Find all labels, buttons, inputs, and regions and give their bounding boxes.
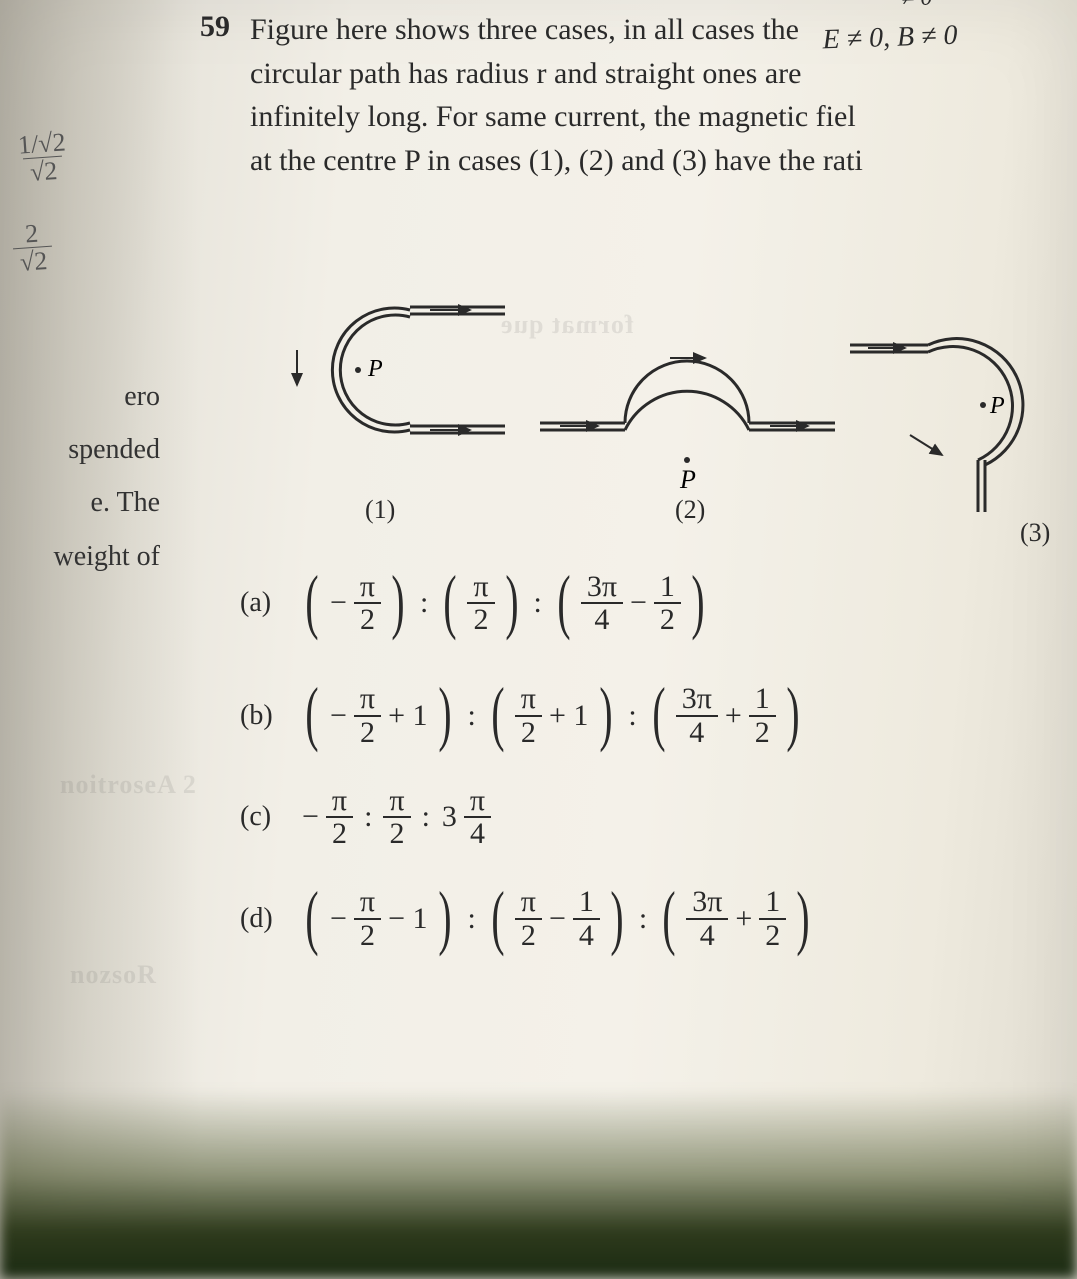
left-shadow	[0, 0, 200, 1279]
figure-3: P	[850, 339, 1023, 512]
handwritten-margin-2: 2√2	[8, 218, 57, 277]
option-a: (a) ( − π2 ) : ( π2 ) : ( 3π4 − 12 )	[240, 560, 817, 646]
foreground-blur	[0, 1089, 1077, 1279]
option-label: (b)	[240, 699, 298, 733]
left-fragment: ero	[0, 370, 160, 423]
page: ≠ 0 E ≠ 0, B ≠ 0 1/√2√2 2√2 59 Figure he…	[0, 0, 1077, 1279]
question-line: at the centre P in cases (1), (2) and (3…	[250, 144, 863, 177]
left-fragment: weight of	[0, 530, 160, 583]
p-label: P	[989, 393, 1005, 419]
p-label: P	[367, 356, 383, 382]
question-text: Figure here shows three cases, in all ca…	[250, 8, 1050, 182]
figure-1: P	[297, 307, 505, 433]
option-d: (d) ( − π2 − 1 ) : ( π2 − 14 ) : ( 3π4 +…	[240, 876, 817, 962]
figure-label-3: (3)	[1020, 518, 1050, 548]
p-label: P	[679, 465, 696, 494]
question-line: circular path has radius r and straight …	[250, 57, 801, 90]
option-label: (a)	[240, 586, 298, 620]
figure-2: P	[540, 358, 835, 494]
figure-label-2: (2)	[675, 495, 705, 525]
option-b: (b) ( − π2 + 1 ) : ( π2 + 1 ) : ( 3π4 + …	[240, 672, 817, 758]
question-number: 59	[200, 10, 230, 44]
figure-row: P P	[230, 250, 1060, 520]
figure-label-1: (1)	[365, 495, 395, 525]
question-line: Figure here shows three cases, in all ca…	[250, 13, 799, 46]
options-block: (a) ( − π2 ) : ( π2 ) : ( 3π4 − 12 ) (b)…	[240, 560, 817, 988]
handwritten-margin-1: 1/√2√2	[8, 128, 77, 188]
option-c: (c) − π2 : π2 : 3 π4	[240, 785, 817, 850]
option-label: (c)	[240, 800, 298, 834]
left-fragment: spended	[0, 423, 160, 476]
question-line: infinitely long. For same current, the m…	[250, 100, 856, 133]
option-label: (d)	[240, 902, 298, 936]
bleed-through-text: nozsoR	[70, 960, 157, 990]
left-page-fragments: ero spended e. The weight of	[0, 370, 160, 583]
left-fragment: e. The	[0, 476, 160, 529]
figures-svg: P P	[230, 250, 1060, 530]
bleed-through-text: noitroseA 2	[60, 770, 197, 800]
